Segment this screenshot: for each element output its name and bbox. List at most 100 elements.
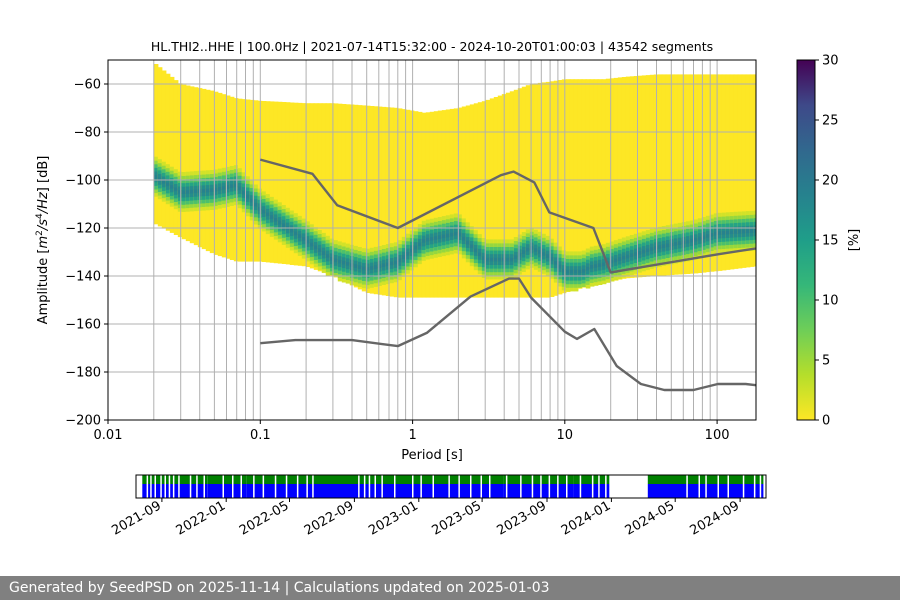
psd-mode-cell [481,248,487,253]
psd-envelope-column [725,74,731,270]
psd-mode-cell [737,233,743,238]
psd-mode-cell [677,248,683,253]
psd-mode-cell [245,190,251,195]
psd-mode-cell [457,228,463,233]
psd-mode-cell [293,224,299,228]
psd-mode-cell [437,227,443,232]
psd-mode-cell [393,245,399,250]
psd-mode-cell [589,275,595,280]
psd-mode-cell [381,248,387,253]
psd-mode-cell [657,241,663,246]
psd-mode-cell [229,166,235,170]
availability-interval-top [142,475,208,484]
psd-mode-cell [317,230,323,234]
psd-mode-cell [405,233,411,238]
psd-mode-cell [261,209,267,214]
psd-mode-cell [581,275,587,280]
psd-mode-cell [573,276,579,281]
psd-mode-cell [585,262,591,267]
psd-mode-cell [393,249,399,254]
psd-mode-cell [233,179,239,184]
psd-mode-cell [177,189,183,194]
psd-mode-cell [313,256,319,260]
psd-mode-cell [593,274,599,279]
psd-mode-cell [465,247,471,252]
psd-figure: HL.THI2..HHE | 100.0Hz | 2021-07-14T15:3… [35,39,862,539]
psd-mode-cell [473,262,479,267]
psd-mode-cell [673,223,679,228]
psd-envelope-column [717,74,723,271]
psd-mode-cell [573,280,579,285]
availability-gap [154,475,156,498]
psd-mode-cell [369,269,375,274]
psd-mode-cell [505,261,511,265]
psd-mode-cell [245,197,251,202]
psd-mode-cell [513,247,519,252]
psd-mode-cell [569,283,575,288]
psd-mode-cell [305,253,311,258]
psd-mode-cell [529,242,535,247]
psd-mode-cell [309,227,315,232]
psd-mode-cell [569,287,575,292]
psd-mode-cell [497,271,503,276]
psd-envelope-column [581,79,587,288]
psd-mode-cell [569,280,575,285]
psd-mode-cell [345,254,351,259]
availability-gap [164,475,166,498]
psd-mode-cell [729,219,735,224]
psd-mode-cell [361,280,367,285]
availability-gap [432,475,434,498]
psd-mode-cell [425,219,431,224]
psd-mode-cell [237,186,243,191]
psd-mode-cell [729,244,735,249]
psd-mode-cell [289,232,295,237]
psd-mode-cell [417,224,423,229]
psd-mode-cell [265,215,271,220]
psd-mode-cell [533,240,539,245]
psd-mode-cell [353,267,359,272]
psd-mode-cell [505,257,511,262]
timeline-tick-label: 2023-09 [494,498,549,538]
psd-mode-cell [393,263,399,268]
psd-mode-cell [609,263,615,268]
psd-mode-cell [685,250,691,255]
y-tick-label: −140 [65,270,101,285]
psd-mode-cell [377,267,383,272]
psd-mode-cell [721,248,727,253]
psd-mode-cell [753,232,756,237]
psd-mode-cell [209,191,215,196]
psd-mode-cell [621,255,627,260]
psd-mode-cell [297,251,303,256]
psd-mode-cell [449,239,455,244]
psd-mode-cell [565,265,571,270]
psd-mode-cell [625,265,631,270]
psd-mode-cell [569,258,575,263]
psd-mode-cell [341,274,347,279]
psd-mode-cell [245,187,251,192]
psd-mode-cell [641,256,647,261]
colorbar-tick-label: 0 [822,414,830,429]
psd-mode-cell [457,221,463,226]
psd-mode-cell [637,250,643,255]
psd-mode-cell [185,171,191,176]
psd-mode-cell [569,251,575,256]
psd-mode-cell [329,260,335,265]
psd-mode-cell [181,204,187,209]
psd-mode-cell [649,236,655,240]
psd-envelope-column [661,74,667,276]
psd-envelope-column [353,104,359,288]
psd-mode-cell [657,248,663,253]
psd-mode-cell [461,240,467,244]
psd-mode-cell [633,262,639,267]
psd-mode-cell [481,241,487,246]
psd-mode-cell [509,246,515,251]
psd-mode-cell [633,248,639,253]
psd-mode-cell [453,238,459,243]
psd-mode-cell [701,235,707,240]
psd-mode-cell [493,246,499,251]
psd-mode-cell [169,188,175,193]
psd-mode-cell [317,240,323,245]
availability-gap [489,475,491,498]
psd-mode-cell [437,224,443,229]
psd-mode-cell [313,238,319,242]
